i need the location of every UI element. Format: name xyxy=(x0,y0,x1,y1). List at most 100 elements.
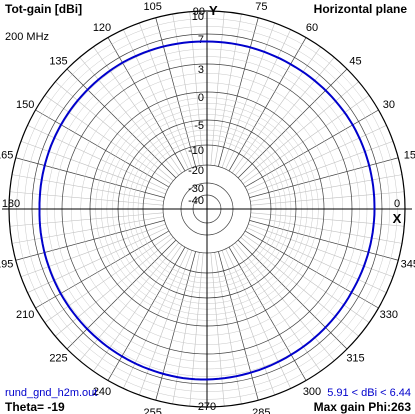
grid-spoke-minor xyxy=(189,252,204,407)
radial-tick-label: -5 xyxy=(194,120,204,132)
radial-tick-label: -10 xyxy=(188,145,204,157)
grid-spoke-minor xyxy=(214,13,242,166)
grid-spoke-minor xyxy=(11,174,164,202)
angle-label: 330 xyxy=(380,309,398,321)
grid-spoke-minor xyxy=(55,237,174,337)
frequency-label: 200 MHz xyxy=(5,31,50,43)
grid-spoke-major xyxy=(218,251,259,401)
angle-label: 0 xyxy=(394,198,400,210)
grid-spoke-minor xyxy=(240,81,359,181)
radial-tick-label: 0 xyxy=(198,92,204,104)
grid-spoke-minor xyxy=(225,29,291,170)
theta-label: Theta= -19 xyxy=(5,400,65,414)
grid-spoke-major xyxy=(218,17,259,167)
grid-spoke-major xyxy=(155,17,196,167)
angle-label: 195 xyxy=(0,258,13,270)
angle-label: 75 xyxy=(255,1,267,13)
grid-spoke-minor xyxy=(246,227,387,293)
grid-spoke-major xyxy=(15,220,165,261)
angle-label: 15 xyxy=(404,150,415,162)
gain-pattern-trace xyxy=(38,40,376,381)
radial-tick-label: -40 xyxy=(188,195,204,207)
angle-label: 240 xyxy=(93,386,111,398)
grid-spoke-minor xyxy=(79,57,179,176)
grid-spoke-minor xyxy=(138,22,193,168)
max-gain-label: Max gain Phi:263 xyxy=(313,400,411,414)
grid-spoke-minor xyxy=(9,212,164,227)
angle-label: 135 xyxy=(49,56,67,68)
grid-spoke-major xyxy=(107,37,186,172)
grid-spoke-minor xyxy=(214,252,242,405)
angle-label: 150 xyxy=(16,99,34,111)
grid-spoke-minor xyxy=(20,140,166,195)
angle-label: 30 xyxy=(383,99,395,111)
angle-label: 90 xyxy=(193,6,205,18)
grid-spoke-minor xyxy=(221,22,276,168)
grid-spoke-minor xyxy=(44,233,172,323)
grid-spoke-minor xyxy=(93,244,183,372)
angle-label: 300 xyxy=(303,386,321,398)
radial-tick-label: 7 xyxy=(198,34,204,46)
grid-spoke-minor xyxy=(240,237,359,337)
grid-spoke-major xyxy=(228,37,307,172)
gain-range-label: 5.91 < dBi < 6.44 xyxy=(327,387,411,399)
grid-spoke-major xyxy=(249,220,399,261)
angle-label: 210 xyxy=(16,309,34,321)
angle-label: 270 xyxy=(198,401,216,413)
angle-label: 120 xyxy=(93,22,111,34)
grid-spoke-minor xyxy=(123,248,189,389)
grid-spoke-minor xyxy=(250,191,405,206)
radial-tick-label: -30 xyxy=(188,183,204,195)
plane-label: Horizontal plane xyxy=(313,2,407,16)
grid-spoke-minor xyxy=(225,248,291,389)
grid-spoke-minor xyxy=(27,227,168,293)
grid-spoke-major xyxy=(249,157,399,198)
grid-spoke-minor xyxy=(250,212,405,227)
grid-spoke-major xyxy=(15,157,165,198)
grid-spoke-minor xyxy=(248,223,394,278)
grid-spoke-major xyxy=(155,251,196,401)
grid-spoke-minor xyxy=(246,125,387,191)
angle-label: 285 xyxy=(252,407,270,414)
radial-tick-label: 10 xyxy=(192,11,204,23)
angle-label: 105 xyxy=(143,1,161,13)
grid-spoke-minor xyxy=(172,13,200,166)
grid-spoke-minor xyxy=(11,216,164,244)
grid-spoke-major xyxy=(244,230,379,309)
grid-spoke-major xyxy=(35,230,170,309)
grid-spoke-minor xyxy=(79,242,179,361)
radial-tick-label: 3 xyxy=(198,64,204,76)
grid-spoke-minor xyxy=(231,46,321,174)
grid-spoke-minor xyxy=(235,57,335,176)
angle-label: 225 xyxy=(49,352,67,364)
grid-spoke-minor xyxy=(138,250,193,396)
grid-spoke-major xyxy=(66,239,177,350)
x-axis-label: X xyxy=(393,211,402,226)
grid-spoke-minor xyxy=(250,174,403,202)
grid-spoke-minor xyxy=(55,81,174,181)
grid-spoke-minor xyxy=(44,95,172,185)
grid-spoke-minor xyxy=(242,233,370,323)
angle-label: 345 xyxy=(401,258,415,270)
grid-spoke-minor xyxy=(248,140,394,195)
grid-spoke-minor xyxy=(235,242,335,361)
angle-label: 315 xyxy=(346,352,364,364)
grid-spoke-minor xyxy=(242,95,370,185)
grid-spoke-major xyxy=(244,109,379,188)
grid-spoke-major xyxy=(228,246,307,381)
grid-spoke-minor xyxy=(27,125,168,191)
angle-label: 180 xyxy=(2,198,20,210)
angle-label: 45 xyxy=(349,56,361,68)
grid-spoke-minor xyxy=(250,216,403,244)
angle-label: 165 xyxy=(0,150,13,162)
filename-label: rund_gnd_h2m.out xyxy=(5,387,98,399)
grid-spoke-minor xyxy=(189,11,204,166)
grid-spoke-minor xyxy=(210,11,225,166)
grid-spoke-minor xyxy=(9,191,164,206)
grid-spoke-major xyxy=(35,109,170,188)
grid-spoke-minor xyxy=(172,252,200,405)
grid-spoke-major xyxy=(66,68,177,179)
grid-spoke-major xyxy=(107,246,186,381)
chart-title: Tot-gain [dBi] xyxy=(5,2,83,16)
